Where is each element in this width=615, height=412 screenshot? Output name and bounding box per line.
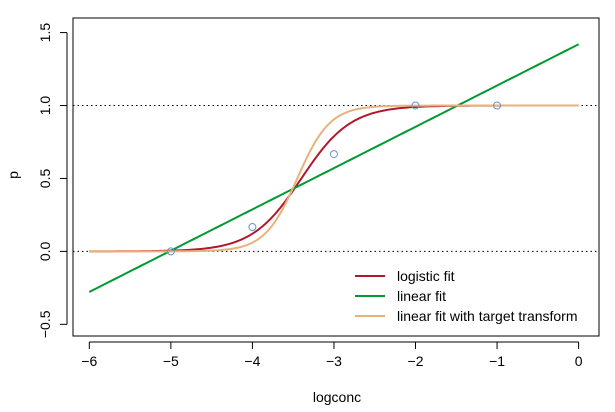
- data-point: [493, 101, 502, 110]
- series-line-0: [89, 104, 579, 253]
- x-tick-label: −4: [244, 353, 260, 369]
- legend-label: linear fit with target transform: [397, 308, 578, 324]
- y-tick-label: 1.5: [37, 23, 53, 43]
- y-tick-label: 0.5: [37, 169, 53, 189]
- x-tick-label: −2: [408, 353, 424, 369]
- series-line-2: [89, 104, 579, 253]
- y-axis: −0.5 0.0 0.5 1.0 1.5: [37, 23, 68, 338]
- data-point: [411, 101, 420, 110]
- plot-frame: [72, 17, 600, 337]
- x-tick-label: −6: [81, 353, 97, 369]
- y-tick-label: 0.0: [37, 241, 53, 261]
- data-point: [248, 223, 257, 232]
- legend-label: linear fit: [397, 288, 446, 304]
- legend-label: logistic fit: [397, 268, 455, 284]
- series-line-1: [88, 43, 580, 293]
- data-point: [329, 150, 338, 159]
- x-axis: −6 −5 −4 −3 −2 −1 0: [81, 341, 583, 369]
- data-points: [166, 101, 502, 256]
- legend: logistic fit linear fit linear fit with ta…: [355, 268, 578, 324]
- x-tick-label: −1: [489, 353, 505, 369]
- data-point: [166, 247, 175, 256]
- x-tick-label: −5: [163, 353, 179, 369]
- reference-lines: [73, 105, 599, 252]
- x-tick-label: 0: [575, 353, 583, 369]
- y-tick-label: −0.5: [37, 310, 53, 338]
- x-axis-label: logconc: [313, 389, 361, 405]
- y-axis-label: p: [5, 171, 21, 179]
- x-tick-label: −3: [326, 353, 342, 369]
- y-tick-label: 1.0: [37, 96, 53, 116]
- series-lines: [88, 43, 580, 293]
